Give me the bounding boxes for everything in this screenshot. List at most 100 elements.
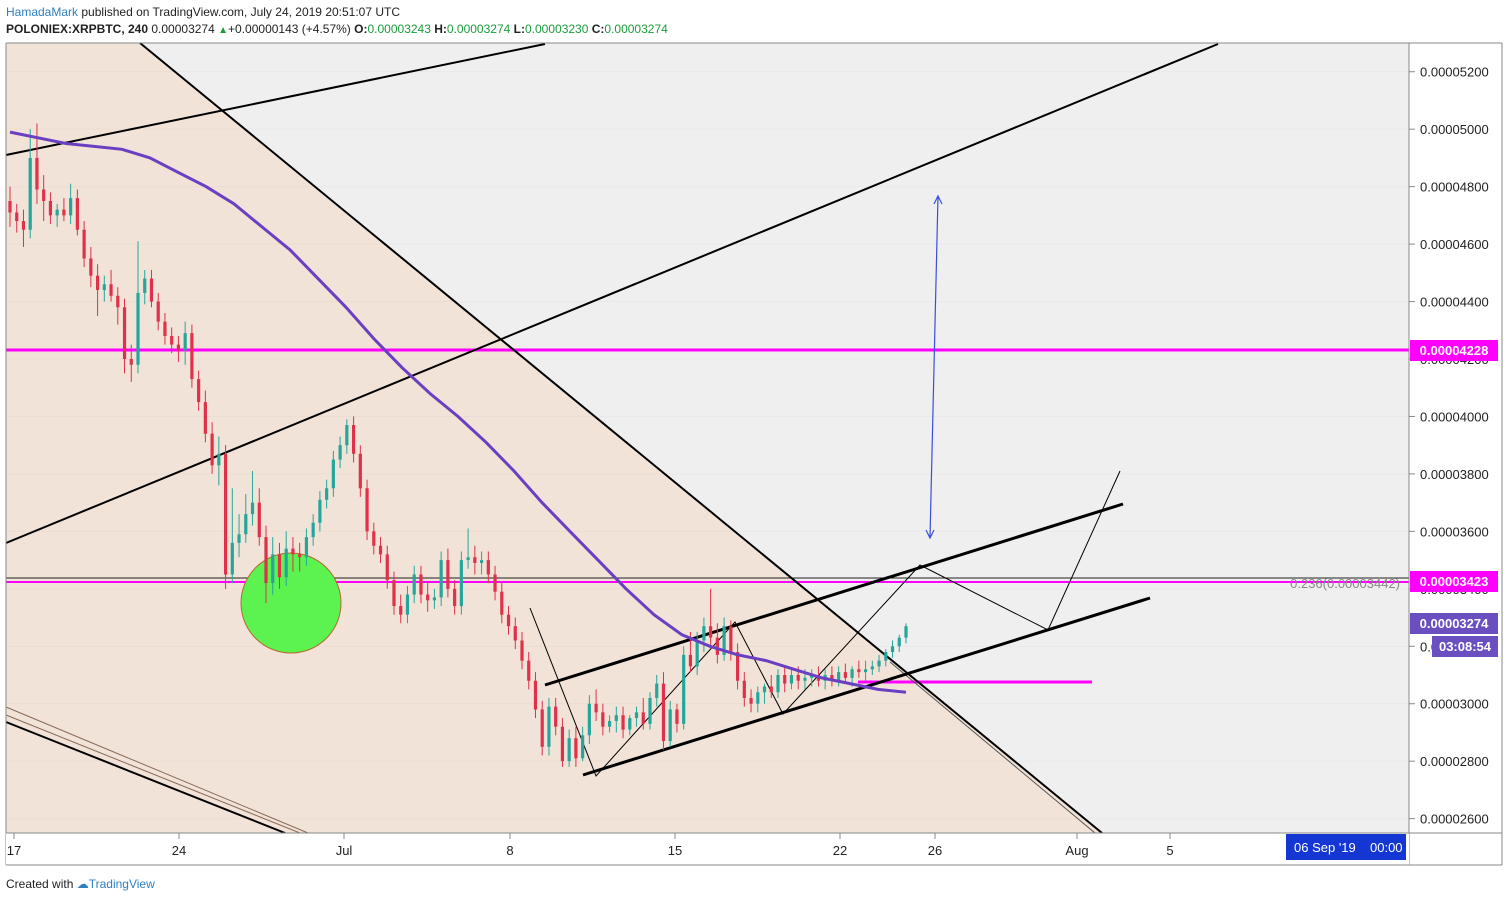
time-axis[interactable]: [6, 833, 1409, 865]
candle-body: [547, 706, 551, 747]
bottom-trend-1: [5, 706, 309, 834]
support-price-tag: 0.00003423: [1410, 571, 1498, 592]
y-tick-label: 0.00004600: [1420, 237, 1489, 252]
candle-body: [803, 677, 807, 681]
candle-body: [500, 591, 504, 615]
high-value: 0.00003274: [446, 22, 511, 36]
fib-label: 0.236(0.00003442): [1290, 576, 1400, 591]
last-value: 0.00003274: [151, 22, 215, 36]
support-tag-bg: [1410, 571, 1498, 592]
candle-body: [345, 425, 349, 446]
candle-body: [581, 735, 585, 759]
bottom-trend-2: [5, 714, 301, 834]
last-tag-bg: [1410, 613, 1498, 634]
candle-body: [884, 652, 888, 661]
cursor-date-tag: 06 Sep '19 00:00: [1286, 834, 1406, 860]
candle-body: [830, 675, 834, 681]
candle-body: [412, 574, 416, 595]
candle-body: [459, 560, 463, 607]
candle-body: [628, 718, 632, 730]
candle-body: [702, 626, 706, 641]
candle-body: [109, 284, 113, 296]
candle-body: [614, 715, 618, 721]
candle-body: [149, 278, 154, 302]
last-tag-text: 0.00003274: [1420, 616, 1489, 631]
candle-body: [890, 646, 895, 653]
resistance-price-tag: 0.00004228: [1410, 340, 1498, 361]
candle-body: [399, 606, 403, 615]
candle-body: [432, 597, 437, 601]
candle-body: [783, 675, 787, 684]
candle-body: [170, 336, 174, 345]
candle-body: [392, 580, 396, 607]
candle-body: [837, 672, 841, 681]
candle-body: [843, 672, 847, 678]
candle-body: [742, 680, 746, 698]
candle-body: [769, 686, 773, 693]
arrow-head-top-icon: [933, 194, 943, 205]
y-tick-label: 0.00004400: [1420, 295, 1489, 310]
candle-body: [35, 157, 39, 190]
y-tick-label: 0.00003800: [1420, 467, 1489, 482]
cursor-time-text: 00:00: [1370, 840, 1403, 855]
candle-body: [230, 542, 234, 575]
arrow-head-bottom-icon: [925, 529, 935, 540]
channel-top: [544, 502, 1124, 687]
candle-body: [560, 726, 565, 762]
candle-body: [197, 379, 201, 403]
candle-body: [904, 626, 908, 638]
triangle-up-icon: ▲: [218, 25, 229, 36]
y-tick-label: 0.00003000: [1420, 697, 1489, 712]
candle-body: [311, 522, 315, 538]
resistance-tag-text: 0.00004228: [1420, 343, 1489, 358]
downtrend-line: [139, 42, 1103, 834]
candle-body: [789, 675, 794, 684]
last-price-tag: 0.00003274: [1410, 613, 1498, 634]
candle-body: [675, 709, 679, 724]
x-tick-label: 26: [928, 843, 942, 858]
tradingview-link[interactable]: TradingView: [88, 877, 155, 891]
candle-body: [473, 557, 477, 563]
candle-body: [95, 275, 100, 291]
candle-body: [715, 637, 719, 655]
candle-body: [122, 307, 127, 359]
x-tick-label: 24: [172, 843, 186, 858]
candle-body: [69, 198, 73, 216]
candle-body: [372, 531, 376, 546]
candle-body: [8, 201, 12, 213]
low-label: L:: [513, 22, 525, 36]
y-tick-label: 0.00003600: [1420, 524, 1489, 539]
candle-body: [284, 548, 288, 578]
tradingview-logo-icon[interactable]: ☁: [76, 877, 89, 891]
candle-body: [82, 229, 86, 259]
y-tick-label: 0.00002800: [1420, 754, 1489, 769]
candle-body: [540, 709, 544, 747]
countdown-tag: 03:08:54: [1432, 636, 1498, 657]
close-label: C:: [591, 22, 605, 36]
price-axis[interactable]: [1409, 43, 1502, 833]
candle-body: [358, 453, 362, 489]
candle-body: [897, 637, 901, 647]
author-name[interactable]: HamadaMark: [6, 5, 79, 19]
candle-body: [453, 588, 457, 607]
symbol-label: POLONIEX:XRPBTC, 240: [6, 22, 149, 36]
candle-body: [533, 680, 538, 710]
downtrend-line-2: [889, 661, 1096, 834]
candle-body: [587, 703, 591, 736]
x-tick-label: 17: [7, 843, 21, 858]
candle-body: [466, 557, 470, 561]
cursor-date-text: 06 Sep '19: [1294, 840, 1356, 855]
candle-body: [264, 537, 268, 584]
candle-body: [634, 712, 639, 719]
candle-body: [648, 697, 652, 724]
bottom-trend-3: [5, 721, 286, 834]
candle-body: [607, 720, 612, 727]
y-tick-label: 0.00004000: [1420, 409, 1489, 424]
candle-body: [527, 660, 531, 681]
x-tick-labels: 17 24 Jul 8 15 22 26 Aug 5: [7, 833, 1174, 858]
candle-body: [75, 198, 79, 230]
y-tick-label: 0.00005000: [1420, 122, 1489, 137]
candle-body: [709, 626, 713, 638]
candle-body: [250, 502, 255, 515]
